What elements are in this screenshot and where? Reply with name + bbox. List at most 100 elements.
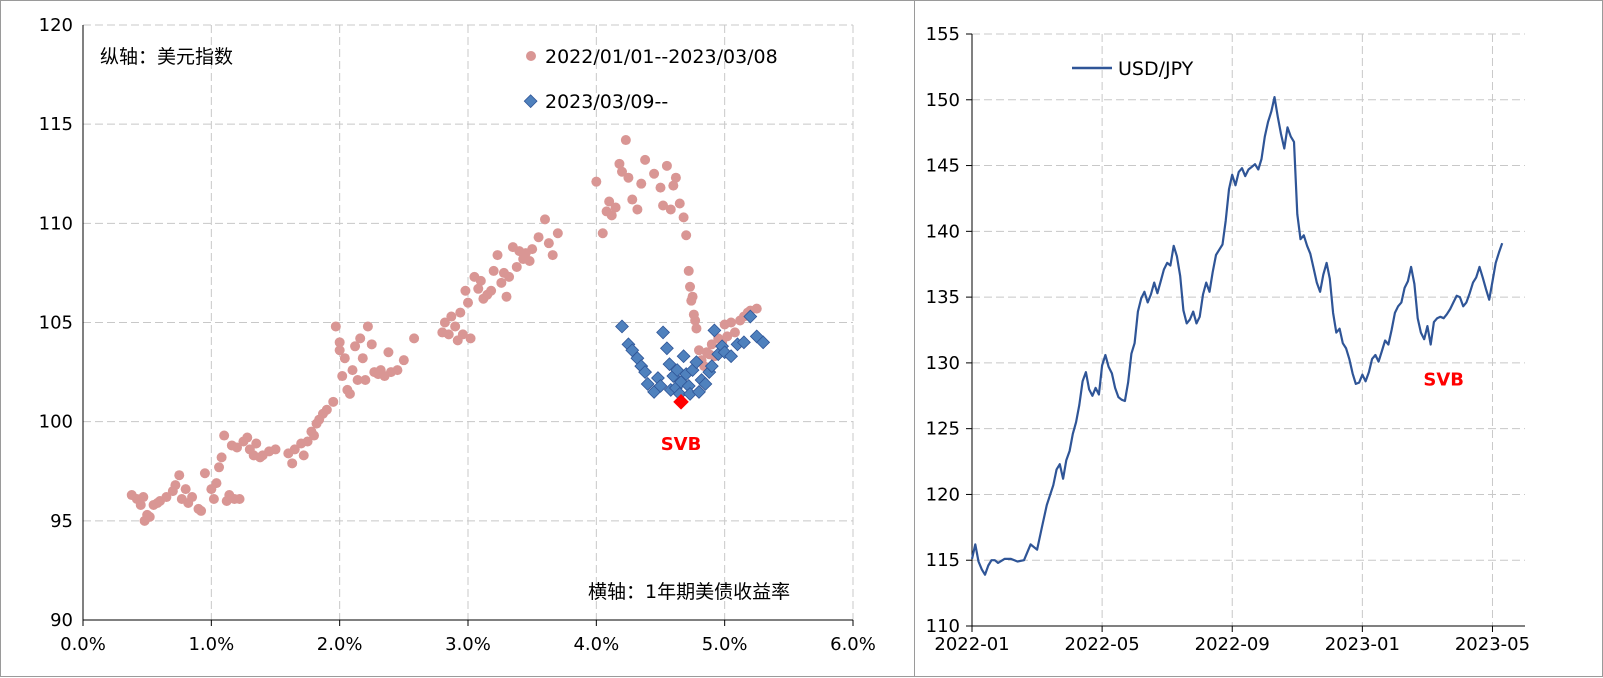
scatter-point-series-1 [527,244,538,255]
scatter-point-series-1 [328,396,339,407]
scatter-point-series-1 [658,200,669,211]
scatter-point-series-2 [704,359,719,374]
scatter-point-series-2 [676,349,691,364]
scatter-point-series-1 [144,511,155,522]
scatter-point-series-2 [689,355,704,370]
legend: 2022/01/01--2023/03/08 2023/03/09-- [523,46,778,113]
scatter-point-series-1 [439,317,450,328]
scatter-point-series-1 [614,158,625,169]
scatter-point-series-1 [161,492,172,503]
scatter-point-series-1 [694,345,704,356]
scatter-point-series-1 [344,388,355,399]
scatter-point-series-1 [180,484,191,495]
scatter-point-series-1 [135,499,146,510]
scatter-point-series-2 [743,309,758,324]
scatter-point-series-1 [321,404,332,415]
y-tick-label: 150 [926,90,960,111]
y-tick-label: 140 [926,221,960,242]
y-tick-label: 90 [50,610,73,631]
scatter-tick-labels: 90 95 100 105 110 115 120 0.0% 1.0% 2.0% 3.0% 4.0% 5… [39,15,876,655]
y-tick-label: 125 [926,419,960,440]
scatter-point-series-1 [610,202,621,213]
scatter-point-series-2 [724,349,739,364]
scatter-point-series-1 [352,375,363,386]
scatter-point-series-1 [473,283,484,294]
scatter-point-series-2 [638,365,653,380]
scatter-point-series-1 [138,492,149,503]
scatter-point-series-1 [681,230,692,241]
scatter-point-series-2 [653,379,668,393]
scatter-point-series-1 [234,494,245,505]
scatter-point-series-1 [533,232,544,243]
scatter-point-series-1 [219,430,230,441]
y-tick-label: 110 [926,616,960,637]
scatter-point-series-2 [707,323,722,338]
scatter-point-series-1 [706,339,717,350]
scatter-point-series-1 [670,172,681,183]
scatter-point-series-1 [597,228,608,239]
scatter-point-series-1 [685,281,696,292]
svb-label: SVB [1423,369,1464,390]
scatter-point-series-2 [659,341,674,356]
scatter-point-series-1 [392,365,403,376]
scatter-point-series-1 [455,307,466,318]
scatter-point-series-1 [604,196,615,207]
scatter-point-series-1 [591,176,602,187]
right-panel-border [914,0,1603,677]
scatter-point-series-1 [627,194,638,205]
legend-label-series-2: 2023/03/09-- [545,91,668,113]
scatter-point-series-1 [170,480,181,491]
scatter-point-series-1 [199,468,210,479]
scatter-point-series-1 [457,329,468,340]
scatter-point-series-1 [187,492,198,503]
x-tick-label: 2023-01 [1325,634,1400,655]
line-gridlines [966,33,1525,632]
line-svb-label: SVB [1423,369,1464,390]
y-tick-label: 105 [39,313,73,334]
x-tick-label: 3.0% [445,634,491,655]
scatter-point-series-1 [398,355,409,366]
y-tick-label: 130 [926,353,960,374]
scatter-point-series-1 [446,311,457,322]
scatter-point-series-1 [355,333,366,344]
x-tick-label: 2.0% [317,634,363,655]
scatter-point-series-2 [640,377,655,391]
scatter-point-series-1 [460,285,471,296]
line-chart-usdjpy: 110 115 120 125 130 135 140 145 150 155 2022-01 202… [926,24,1530,655]
scatter-point-series-1 [216,452,227,463]
scatter-point-series-1 [691,323,702,334]
scatter-point-series-1 [350,341,361,352]
y-tick-label: 155 [926,24,960,45]
scatter-point-series-1 [668,180,679,191]
x-axis-note: 横轴：1年期美债收益率 [588,581,790,603]
scatter-chart-dxy-vs-yield: 90 95 100 105 110 115 120 0.0% 1.0% 2.0% 3.0% 4.0% 5… [39,15,876,655]
scatter-point-series-1 [486,285,497,296]
scatter-point-series-1 [547,250,558,261]
scatter-point-series-1 [450,321,461,332]
scatter-point-series-1 [655,182,666,193]
legend-label-usdjpy: USD/JPY [1118,58,1194,80]
scatter-point-series-1 [360,375,371,386]
scatter-point-series-1 [511,261,522,272]
scatter-point-series-1 [337,371,348,382]
legend-marker-series-1 [526,51,536,61]
scatter-point-series-1 [366,339,377,350]
scatter-point-series-1 [309,430,319,441]
scatter-point-series-1 [496,277,507,288]
scatter-point-series-1 [334,345,345,356]
scatter-point-series-1 [632,204,643,215]
scatter-point-series-1 [492,250,503,261]
scatter-point-series-1 [287,458,298,469]
scatter-point-series-1 [617,166,627,177]
y-tick-label: 95 [50,511,73,532]
scatter-point-series-1 [302,436,313,447]
scatter-point-series-1 [443,329,454,340]
scatter-series-2 [615,309,771,401]
scatter-point-series-1 [383,347,394,358]
scatter-point-series-1 [214,462,225,473]
scatter-point-series-1 [678,212,689,223]
x-tick-label: 2022-01 [934,634,1009,655]
scatter-point-series-2 [756,335,771,350]
scatter-point-series-1 [330,321,341,332]
